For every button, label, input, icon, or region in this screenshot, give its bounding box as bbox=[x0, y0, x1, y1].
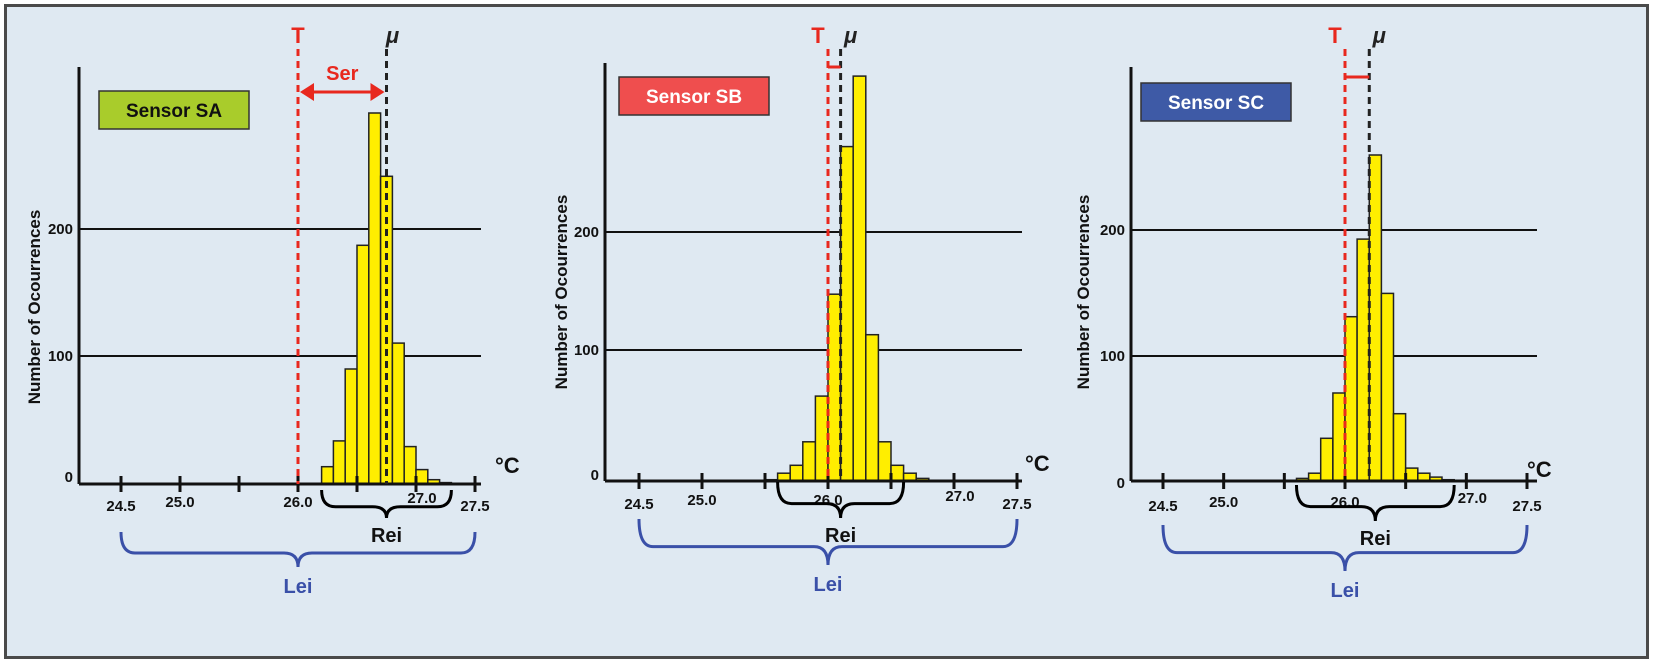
lei-brace bbox=[119, 531, 477, 568]
histogram-bar bbox=[827, 293, 842, 482]
histogram-bar bbox=[344, 368, 358, 485]
x-tick-label: 27.0 bbox=[1458, 490, 1487, 507]
histogram-bar bbox=[332, 440, 346, 485]
rei-label: Rei bbox=[371, 525, 402, 547]
x-tick-label: 26.0 bbox=[283, 494, 312, 511]
lei-brace bbox=[1161, 524, 1529, 572]
mean-label: μ bbox=[385, 23, 399, 48]
lei-label: Lei bbox=[1331, 580, 1360, 602]
histogram-bar bbox=[1356, 238, 1370, 482]
histogram-bar bbox=[391, 342, 405, 485]
mean-label: μ bbox=[1372, 23, 1386, 48]
y-tick-label: 200 bbox=[1100, 222, 1125, 239]
rei-label: Rei bbox=[825, 525, 856, 547]
x-tick-label: 25.0 bbox=[687, 492, 716, 509]
lei-brace bbox=[637, 518, 1019, 566]
threshold-label: T bbox=[811, 23, 825, 48]
x-tick-label: 25.0 bbox=[1209, 494, 1238, 511]
x-tick-label: 25.0 bbox=[165, 494, 194, 511]
sensor-badge bbox=[618, 76, 770, 116]
figure-panel: 24.5 25.0 26.0 27.0 27.5 0 100 200 Number of Oco… bbox=[4, 4, 1649, 659]
threshold-label: T bbox=[291, 23, 305, 48]
y-tick-label: 0 bbox=[65, 469, 73, 486]
histogram-bar bbox=[852, 75, 867, 482]
x-tick-label: 27.0 bbox=[407, 490, 436, 507]
unit-label: °C bbox=[1527, 457, 1552, 482]
lei-label: Lei bbox=[814, 574, 843, 596]
sensor-title: Sensor SC bbox=[1168, 93, 1264, 114]
x-tick-label: 24.5 bbox=[1148, 498, 1177, 515]
lei-label: Lei bbox=[284, 576, 313, 598]
rei-brace bbox=[320, 489, 453, 519]
y-tick-label: 100 bbox=[48, 348, 73, 365]
histogram-bar bbox=[1404, 467, 1419, 482]
histogram-bar bbox=[865, 333, 880, 482]
histogram-bar bbox=[403, 445, 417, 485]
histogram-bar bbox=[320, 465, 335, 485]
threshold-label: T bbox=[1328, 23, 1342, 48]
histogram-bar bbox=[415, 468, 429, 485]
x-tick-label: 27.0 bbox=[945, 488, 974, 505]
y-tick-label: 100 bbox=[1100, 348, 1125, 365]
histogram-bar bbox=[802, 441, 817, 482]
x-tick-label: 24.5 bbox=[106, 498, 135, 515]
histogram-bar bbox=[1368, 154, 1383, 482]
histogram-bar bbox=[356, 244, 370, 485]
rei-brace bbox=[776, 481, 906, 519]
histogram-bar bbox=[789, 464, 804, 482]
y-tick-label: 100 bbox=[574, 342, 599, 359]
x-tick-label: 24.5 bbox=[624, 496, 653, 513]
y-tick-label: 200 bbox=[574, 224, 599, 241]
histogram-bar bbox=[1319, 437, 1334, 482]
y-tick-label: 200 bbox=[48, 221, 73, 238]
y-axis-title: Number of Ocourrences bbox=[552, 195, 571, 390]
unit-label: °C bbox=[495, 453, 520, 478]
histogram-bar bbox=[839, 145, 854, 482]
y-axis-title: Number of Ocourrences bbox=[25, 210, 44, 405]
histogram-bar bbox=[877, 441, 892, 482]
chart-panel-3: 24.5 25.0 26.0 27.0 27.5 0 100 200 Number of Oco… bbox=[1074, 23, 1552, 602]
histogram-bar bbox=[1380, 292, 1395, 482]
ser-arrowhead-right bbox=[370, 83, 385, 101]
ser-label: Ser bbox=[326, 63, 358, 85]
ser-arrowhead-left bbox=[300, 83, 314, 101]
unit-label: °C bbox=[1025, 451, 1050, 476]
x-tick-label: 27.5 bbox=[1002, 496, 1031, 513]
histogram-bar bbox=[1344, 315, 1358, 482]
rei-brace bbox=[1294, 484, 1456, 522]
histogram-bar bbox=[368, 112, 382, 485]
histogram-bar bbox=[814, 395, 829, 482]
sensor-badge bbox=[98, 90, 250, 130]
y-axis-title: Number of Ocourrences bbox=[1074, 195, 1093, 390]
histogram-bar bbox=[1332, 392, 1346, 482]
y-tick-label: 0 bbox=[1117, 475, 1125, 492]
histogram-bar bbox=[1392, 412, 1407, 482]
x-tick-label: 26.0 bbox=[1330, 494, 1359, 511]
histogram-bar bbox=[890, 464, 905, 482]
x-tick-label: 27.5 bbox=[460, 498, 489, 515]
y-tick-label: 0 bbox=[591, 467, 599, 484]
rei-label: Rei bbox=[1360, 528, 1391, 550]
sensor-title: Sensor SB bbox=[646, 87, 742, 108]
sensor-badge bbox=[1140, 82, 1292, 122]
x-tick-label: 27.5 bbox=[1512, 498, 1541, 515]
mean-label: μ bbox=[843, 23, 857, 48]
sensor-title: Sensor SA bbox=[126, 101, 222, 122]
